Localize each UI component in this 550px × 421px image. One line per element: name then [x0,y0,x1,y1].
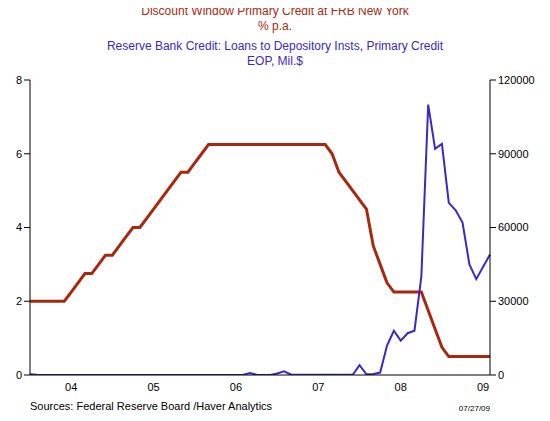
svg-text:4: 4 [16,221,22,233]
svg-text:120000: 120000 [498,74,535,86]
html-text:EOP, Mil.$: EOP, Mil.$ [247,54,303,68]
svg-text:08: 08 [395,381,407,393]
svg-text:06: 06 [230,381,242,393]
html-text:07/27/09: 07/27/09 [458,404,490,413]
svg-text:09: 09 [477,381,489,393]
html-text:Discount Window Primary Credit: Discount Window Primary Credit at FRB Ne… [141,4,409,18]
svg-text:8: 8 [16,74,22,86]
svg-text:05: 05 [147,381,159,393]
svg-text:30000: 30000 [498,295,529,307]
svg-text:90000: 90000 [498,148,529,160]
html-text:Reserve Bank Credit: Loans to: Reserve Bank Credit: Loans to Depository… [106,39,444,53]
svg-text:60000: 60000 [498,221,529,233]
svg-text:2: 2 [16,295,22,307]
svg-text:6: 6 [16,148,22,160]
svg-text:04: 04 [65,381,77,393]
html-text:Sources: Federal Reserve Board: Sources: Federal Reserve Board /Haver An… [30,400,273,412]
svg-text:07: 07 [312,381,324,393]
html-text:% p.a.: % p.a. [258,19,292,33]
svg-text:0: 0 [498,369,504,381]
svg-text:0: 0 [16,369,22,381]
